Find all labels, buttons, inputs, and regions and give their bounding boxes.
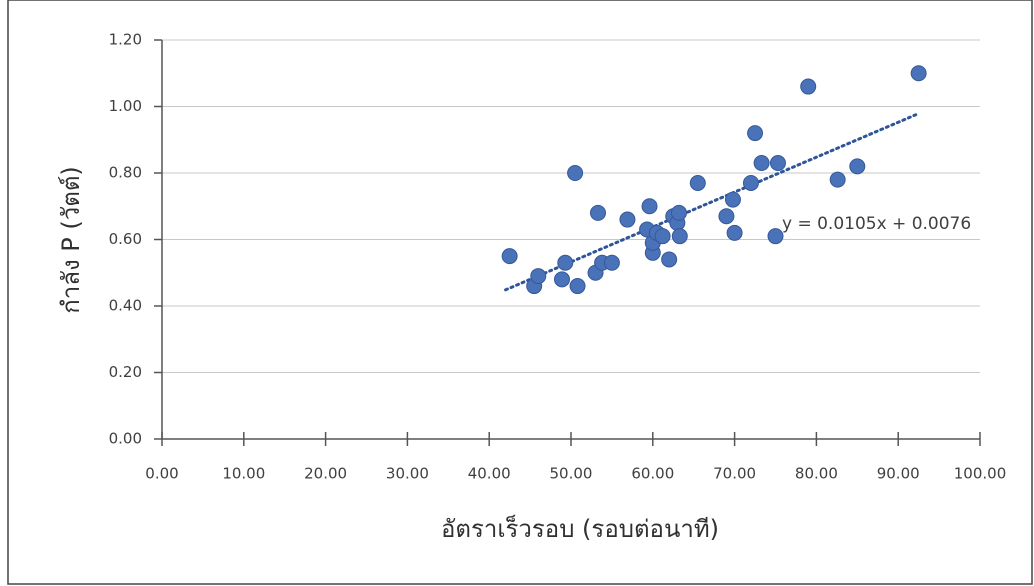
data-point [767,228,784,245]
data-point [726,224,743,241]
data-point [769,155,786,172]
data-point [718,208,735,225]
x-tick-label: 70.00 [713,465,756,483]
x-tick-label: 100.00 [954,465,1007,483]
y-tick-label: 1.20 [109,31,142,49]
y-axis-title: กำลัง P (วัตต์) [57,166,85,314]
data-point [742,174,759,191]
data-point [671,228,688,245]
data-point [554,271,571,288]
data-point [747,125,764,142]
x-tick-label: 40.00 [468,465,511,483]
data-point [619,211,636,228]
data-point [829,171,846,188]
y-tick-label: 1.00 [109,97,142,115]
x-tick-label: 50.00 [550,465,593,483]
x-tick-label: 80.00 [795,465,838,483]
data-point [689,174,706,191]
data-point [567,165,584,181]
data-point [530,268,547,285]
data-point [724,191,741,208]
data-point [654,228,671,245]
trendline [504,112,921,292]
x-axis-title: อัตราเร็วรอบ (รอบต่อนาที) [441,514,719,543]
data-point [641,198,658,215]
data-point [589,204,606,221]
y-tick-label: 0.40 [109,297,142,315]
data-point [670,204,687,221]
data-point [569,278,586,295]
trendline-label: y = 0.0105x + 0.0076 [782,214,971,234]
data-point [661,251,678,268]
x-tick-label: 60.00 [631,465,674,483]
y-tick-label: 0.20 [109,363,142,381]
data-point [800,78,817,95]
data-point [501,248,518,265]
x-tick-label: 10.00 [222,465,265,483]
data-point [910,65,927,82]
data-point [557,254,574,271]
data-point [603,254,620,271]
y-tick-label: 0.60 [109,230,142,248]
chart-frame [7,0,1033,585]
x-tick-label: 20.00 [304,465,347,483]
x-tick-label: 0.00 [145,465,178,483]
x-tick-label: 90.00 [877,465,920,483]
data-point [753,155,770,172]
y-tick-label: 0.80 [109,164,142,182]
x-tick-label: 30.00 [386,465,429,483]
data-point [849,158,866,175]
y-tick-label: 0.00 [109,430,142,448]
